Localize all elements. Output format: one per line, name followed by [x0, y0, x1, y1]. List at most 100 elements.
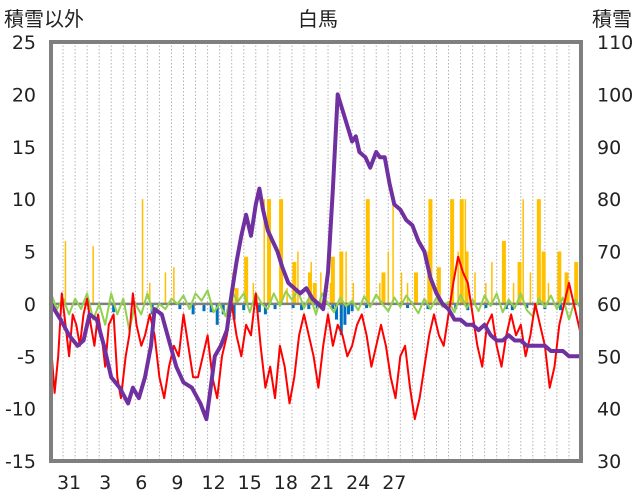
right-tick-label: 30 — [597, 451, 621, 473]
left-tick-label: 5 — [24, 242, 36, 264]
precipitation-bar — [413, 272, 418, 304]
snow-change-bar — [263, 303, 267, 315]
precipitation-bar — [297, 251, 299, 304]
x-tick-label: 24 — [346, 472, 370, 494]
precipitation-bar — [457, 251, 459, 304]
left-tick-label: 10 — [12, 189, 36, 211]
precipitation-bar — [329, 282, 332, 304]
left-axis-ticks: 25 20 15 10 5 0 -5 -10 -15 — [5, 32, 36, 473]
snow-change-bar — [339, 303, 343, 336]
precipitation-bar — [536, 199, 541, 304]
right-tick-label: 100 — [597, 84, 633, 106]
precipitation-bar — [339, 251, 344, 304]
precipitation-bar — [320, 272, 322, 304]
precipitation-bar — [141, 199, 144, 304]
snow-change-bar — [334, 303, 338, 320]
precipitation-bar — [279, 199, 284, 304]
precipitation-bar — [400, 272, 403, 304]
snow-change-bar — [365, 303, 369, 309]
precipitation-bar — [512, 282, 515, 304]
plot-frame — [49, 40, 583, 463]
precipitation-bar — [387, 251, 390, 304]
right-axis-label: 積雪 — [592, 7, 632, 31]
snow-change-bar — [559, 303, 563, 311]
precipitation-bar — [307, 272, 312, 304]
precipitation-bar — [564, 272, 569, 304]
precipitation-bar — [244, 256, 249, 304]
left-tick-label: -5 — [17, 346, 36, 368]
precipitation-bar — [501, 241, 506, 304]
precipitation-bar — [568, 288, 570, 304]
snow-change-bar — [209, 303, 213, 313]
precipitation-bar — [517, 261, 522, 304]
precipitation-bar — [64, 241, 67, 304]
right-tick-label: 90 — [597, 137, 621, 159]
right-axis-ticks: 110 100 90 80 70 60 50 40 30 — [597, 32, 633, 473]
x-tick-label: 21 — [310, 472, 334, 494]
x-tick-label: 6 — [135, 472, 147, 494]
snow-change-bar — [191, 303, 195, 315]
right-tick-label: 50 — [597, 346, 621, 368]
precipitation-bar — [464, 251, 469, 304]
left-tick-label: 15 — [12, 137, 36, 159]
snow-change-bar — [315, 303, 319, 309]
snow-change-bar — [300, 303, 304, 311]
snow-change-bar — [307, 303, 311, 310]
precipitation-bar — [252, 282, 255, 304]
precipitation-bar — [574, 261, 579, 304]
precipitation-bar — [286, 288, 288, 304]
precipitation-bar — [173, 267, 175, 304]
precipitation-bar — [345, 251, 347, 304]
precipitation-bar — [406, 282, 409, 304]
snow-depth-line — [49, 92, 583, 422]
precipitation-bar — [547, 282, 550, 304]
precipitation-bar — [436, 267, 441, 304]
chart-title: 白馬 — [298, 7, 338, 31]
snow-change-bar — [350, 303, 354, 312]
precipitation-bar — [485, 282, 487, 304]
right-tick-label: 70 — [597, 242, 621, 264]
right-tick-label: 80 — [597, 189, 621, 211]
precipitation-bar — [164, 272, 167, 304]
snow-change-bar — [273, 303, 277, 310]
precipitation-bar — [263, 199, 265, 304]
snow-change-bar — [242, 303, 246, 311]
x-tick-label: 3 — [99, 472, 111, 494]
precipitation-bar — [267, 199, 272, 304]
x-tick-label: 9 — [171, 472, 183, 494]
precipitation-bar — [312, 282, 317, 304]
precipitation-bar — [365, 199, 370, 304]
snow-change-bar — [112, 303, 116, 313]
x-tick-label: 12 — [202, 472, 226, 494]
precipitation-bar — [541, 251, 546, 304]
right-tick-label: 60 — [597, 294, 621, 316]
snow-change-bar — [525, 303, 529, 309]
precipitation-bar — [529, 272, 532, 304]
snow-change-bar — [406, 303, 410, 309]
x-tick-label: 27 — [382, 472, 406, 494]
snow-change-bar — [202, 303, 206, 312]
right-tick-label: 110 — [597, 32, 633, 54]
left-axis-label: 積雪以外 — [4, 7, 84, 31]
temp-change-line — [50, 289, 582, 332]
right-tick-label: 40 — [597, 399, 621, 421]
precipitation-bar — [234, 288, 239, 304]
snow-change-bar — [484, 303, 488, 309]
precipitation-bar — [474, 272, 476, 304]
precipitation-bar — [381, 272, 386, 304]
precipitation-bar — [352, 282, 355, 304]
precipitation-bar — [379, 282, 381, 304]
x-axis-ticks: 31 3 6 9 12 15 18 21 24 27 — [57, 472, 406, 494]
precipitation-bar — [428, 199, 433, 304]
x-tick-label: 18 — [274, 472, 298, 494]
precipitation-bar — [450, 199, 455, 304]
snow-change-bar — [510, 303, 514, 311]
left-tick-label: 25 — [12, 32, 36, 54]
left-tick-label: 0 — [24, 294, 36, 316]
snow-change-bar — [257, 303, 261, 313]
snow-change-bar — [347, 303, 351, 315]
precipitation-bar — [92, 246, 94, 304]
precipitation-bar — [557, 251, 562, 304]
